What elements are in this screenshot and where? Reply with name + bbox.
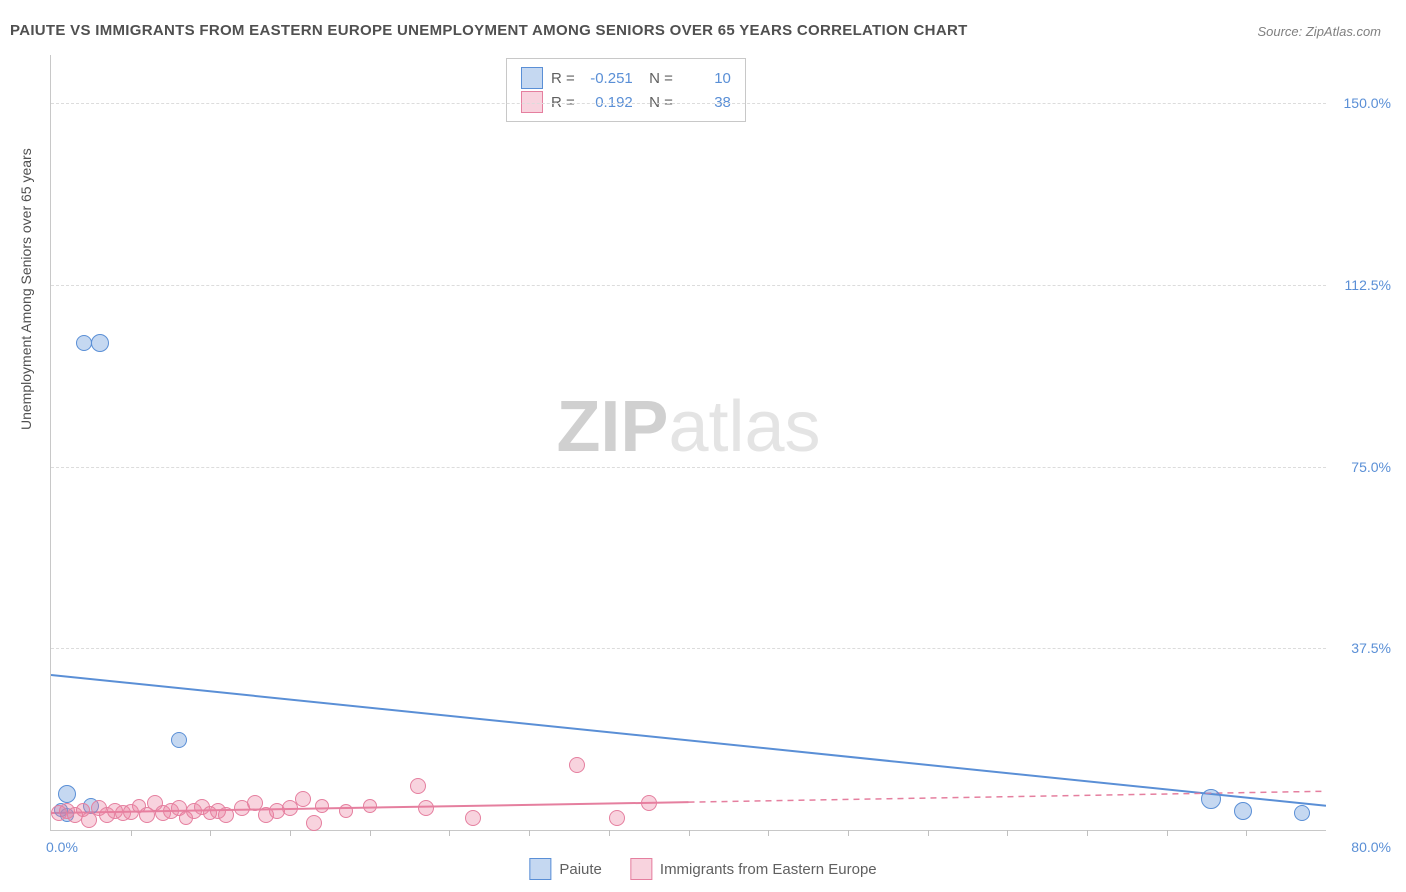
watermark-atlas: atlas bbox=[668, 387, 820, 467]
data-point-pink bbox=[609, 810, 625, 826]
x-tick-mark bbox=[928, 830, 929, 836]
data-point-blue bbox=[76, 335, 92, 351]
n-label: N = bbox=[641, 70, 673, 87]
r-label: R = bbox=[551, 94, 575, 111]
trend-line-blue bbox=[51, 675, 1326, 806]
n-label: N = bbox=[641, 94, 673, 111]
x-tick-min: 0.0% bbox=[46, 839, 78, 855]
r-value-paiute: -0.251 bbox=[583, 70, 633, 87]
x-tick-mark bbox=[609, 830, 610, 836]
legend-label-immigrants: Immigrants from Eastern Europe bbox=[660, 861, 877, 878]
x-tick-mark bbox=[768, 830, 769, 836]
y-tick-label: 37.5% bbox=[1336, 640, 1391, 656]
x-tick-mark bbox=[848, 830, 849, 836]
x-tick-mark bbox=[290, 830, 291, 836]
data-point-pink bbox=[569, 757, 585, 773]
swatch-blue bbox=[529, 858, 551, 880]
data-point-pink bbox=[410, 778, 426, 794]
data-point-blue bbox=[58, 785, 76, 803]
data-point-blue bbox=[1234, 802, 1252, 820]
x-tick-mark bbox=[1167, 830, 1168, 836]
data-point-pink bbox=[218, 807, 234, 823]
trend-line-dashed-pink bbox=[689, 791, 1327, 802]
x-tick-mark bbox=[1246, 830, 1247, 836]
x-tick-mark bbox=[529, 830, 530, 836]
data-point-blue bbox=[91, 334, 109, 352]
gridline bbox=[51, 648, 1326, 649]
correlation-legend: R = -0.251 N = 10 R = 0.192 N = 38 bbox=[506, 58, 746, 122]
x-tick-mark bbox=[370, 830, 371, 836]
r-value-immigrants: 0.192 bbox=[583, 94, 633, 111]
data-point-pink bbox=[641, 795, 657, 811]
y-axis-label: Unemployment Among Seniors over 65 years bbox=[18, 148, 34, 430]
data-point-pink bbox=[465, 810, 481, 826]
swatch-pink bbox=[521, 91, 543, 113]
chart-title: PAIUTE VS IMMIGRANTS FROM EASTERN EUROPE… bbox=[10, 22, 968, 39]
x-tick-mark bbox=[449, 830, 450, 836]
legend-item-immigrants: Immigrants from Eastern Europe bbox=[630, 858, 877, 880]
plot-area: ZIPatlas R = -0.251 N = 10 R = 0.192 N =… bbox=[50, 55, 1326, 831]
data-point-blue bbox=[1201, 789, 1221, 809]
legend-row-paiute: R = -0.251 N = 10 bbox=[521, 67, 731, 89]
y-tick-label: 75.0% bbox=[1336, 459, 1391, 475]
watermark-zip: ZIP bbox=[556, 387, 668, 467]
legend-row-immigrants: R = 0.192 N = 38 bbox=[521, 91, 731, 113]
legend-label-paiute: Paiute bbox=[559, 861, 602, 878]
legend-item-paiute: Paiute bbox=[529, 858, 602, 880]
data-point-pink bbox=[306, 815, 322, 831]
data-point-blue bbox=[1294, 805, 1310, 821]
n-value-paiute: 10 bbox=[681, 70, 731, 87]
gridline bbox=[51, 467, 1326, 468]
n-value-immigrants: 38 bbox=[681, 94, 731, 111]
data-point-pink bbox=[315, 799, 329, 813]
gridline bbox=[51, 285, 1326, 286]
swatch-pink bbox=[630, 858, 652, 880]
data-point-pink bbox=[295, 791, 311, 807]
swatch-blue bbox=[521, 67, 543, 89]
data-point-pink bbox=[339, 804, 353, 818]
x-tick-mark bbox=[210, 830, 211, 836]
x-tick-max: 80.0% bbox=[1351, 839, 1391, 855]
watermark: ZIPatlas bbox=[556, 386, 820, 468]
x-tick-mark bbox=[131, 830, 132, 836]
y-tick-label: 150.0% bbox=[1336, 95, 1391, 111]
x-tick-mark bbox=[1087, 830, 1088, 836]
x-tick-mark bbox=[689, 830, 690, 836]
data-point-pink bbox=[363, 799, 377, 813]
r-label: R = bbox=[551, 70, 575, 87]
gridline bbox=[51, 103, 1326, 104]
y-tick-label: 112.5% bbox=[1336, 277, 1391, 293]
data-point-blue bbox=[171, 732, 187, 748]
source-attribution: Source: ZipAtlas.com bbox=[1257, 24, 1381, 39]
x-tick-mark bbox=[1007, 830, 1008, 836]
series-legend: Paiute Immigrants from Eastern Europe bbox=[529, 858, 876, 880]
data-point-pink bbox=[418, 800, 434, 816]
trend-lines-layer bbox=[51, 55, 1326, 830]
